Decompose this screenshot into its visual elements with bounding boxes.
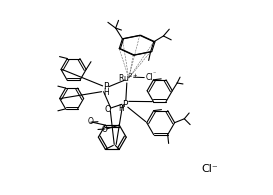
Text: ⁻: ⁻	[153, 73, 156, 78]
Text: H: H	[118, 104, 124, 113]
Text: O: O	[102, 125, 108, 134]
Text: Ru$^{2+}$: Ru$^{2+}$	[118, 72, 139, 84]
Text: Cl: Cl	[146, 73, 153, 82]
Text: O: O	[104, 105, 111, 114]
Text: P: P	[103, 82, 108, 91]
Text: Cl⁻: Cl⁻	[202, 164, 218, 174]
Text: H: H	[104, 88, 109, 97]
Text: O: O	[88, 117, 94, 126]
Text: P: P	[122, 100, 127, 109]
